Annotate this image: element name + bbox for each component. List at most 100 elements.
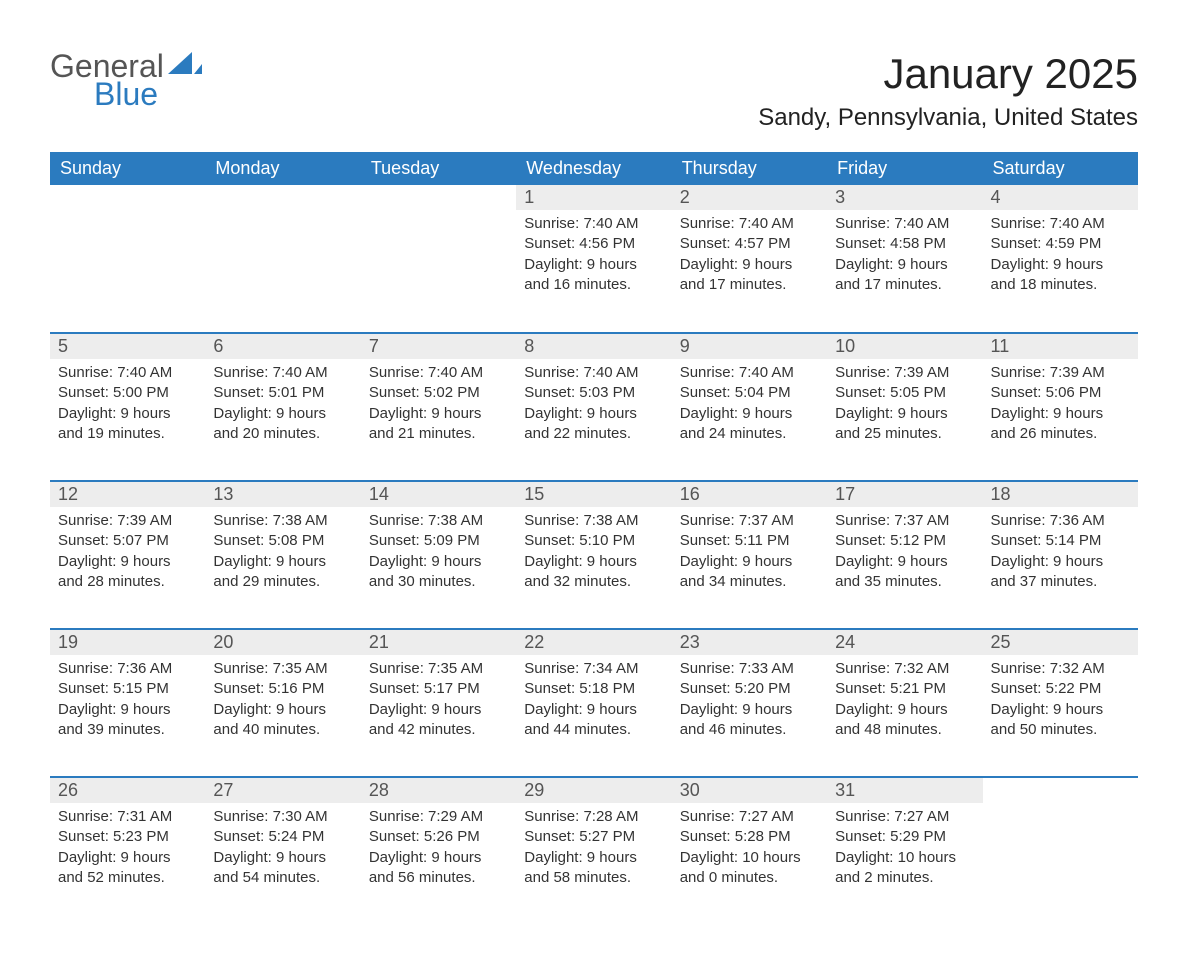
calendar-day-cell: 12Sunrise: 7:39 AMSunset: 5:07 PMDayligh… — [50, 481, 205, 629]
daylight-line: Daylight: 9 hours and 18 minutes. — [991, 255, 1130, 296]
calendar-body: 1Sunrise: 7:40 AMSunset: 4:56 PMDaylight… — [50, 185, 1138, 925]
calendar-day-cell: 17Sunrise: 7:37 AMSunset: 5:12 PMDayligh… — [827, 481, 982, 629]
day-body: Sunrise: 7:40 AMSunset: 4:59 PMDaylight:… — [983, 210, 1138, 303]
day-number: 13 — [205, 482, 360, 507]
calendar-day-cell: 8Sunrise: 7:40 AMSunset: 5:03 PMDaylight… — [516, 333, 671, 481]
sunset-line: Sunset: 5:14 PM — [991, 531, 1130, 551]
daylight-line: Daylight: 9 hours and 29 minutes. — [213, 552, 352, 593]
calendar-week-row: 12Sunrise: 7:39 AMSunset: 5:07 PMDayligh… — [50, 481, 1138, 629]
daylight-line: Daylight: 9 hours and 25 minutes. — [835, 404, 974, 445]
daylight-line: Daylight: 9 hours and 28 minutes. — [58, 552, 197, 593]
month-title: January 2025 — [758, 50, 1138, 98]
day-body: Sunrise: 7:40 AMSunset: 4:57 PMDaylight:… — [672, 210, 827, 303]
daylight-line: Daylight: 9 hours and 26 minutes. — [991, 404, 1130, 445]
day-number: 1 — [516, 185, 671, 210]
sunset-line: Sunset: 5:24 PM — [213, 827, 352, 847]
day-body: Sunrise: 7:33 AMSunset: 5:20 PMDaylight:… — [672, 655, 827, 748]
day-body: Sunrise: 7:40 AMSunset: 4:56 PMDaylight:… — [516, 210, 671, 303]
day-body: Sunrise: 7:38 AMSunset: 5:08 PMDaylight:… — [205, 507, 360, 600]
daylight-line: Daylight: 9 hours and 21 minutes. — [369, 404, 508, 445]
day-number: 28 — [361, 778, 516, 803]
day-body: Sunrise: 7:36 AMSunset: 5:15 PMDaylight:… — [50, 655, 205, 748]
sunrise-line: Sunrise: 7:40 AM — [680, 214, 819, 234]
sunrise-line: Sunrise: 7:29 AM — [369, 807, 508, 827]
sunrise-line: Sunrise: 7:40 AM — [680, 363, 819, 383]
calendar-day-cell: 10Sunrise: 7:39 AMSunset: 5:05 PMDayligh… — [827, 333, 982, 481]
sunset-line: Sunset: 5:07 PM — [58, 531, 197, 551]
daylight-line: Daylight: 9 hours and 54 minutes. — [213, 848, 352, 889]
sunset-line: Sunset: 5:21 PM — [835, 679, 974, 699]
sunrise-line: Sunrise: 7:28 AM — [524, 807, 663, 827]
calendar-day-cell: 15 Sunrise: 7:38 AMSunset: 5:10 PMDayligh… — [516, 481, 671, 629]
sunset-line: Sunset: 5:16 PM — [213, 679, 352, 699]
day-body: Sunrise: 7:35 AMSunset: 5:17 PMDaylight:… — [361, 655, 516, 748]
sunset-line: Sunset: 5:10 PM — [524, 531, 663, 551]
calendar-day-cell — [205, 185, 360, 333]
day-number: 2 — [672, 185, 827, 210]
calendar-day-cell: 31Sunrise: 7:27 AMSunset: 5:29 PMDayligh… — [827, 777, 982, 925]
day-number: 25 — [983, 630, 1138, 655]
day-number: 23 — [672, 630, 827, 655]
day-body: Sunrise: 7:40 AMSunset: 5:03 PMDaylight:… — [516, 359, 671, 452]
calendar-day-cell: 13Sunrise: 7:38 AMSunset: 5:08 PMDayligh… — [205, 481, 360, 629]
sunset-line: Sunset: 5:11 PM — [680, 531, 819, 551]
day-body: Sunrise: 7:39 AMSunset: 5:05 PMDaylight:… — [827, 359, 982, 452]
calendar-day-cell: 25Sunrise: 7:32 AMSunset: 5:22 PMDayligh… — [983, 629, 1138, 777]
sunrise-line: Sunrise: 7:32 AM — [835, 659, 974, 679]
weekday-header: Friday — [827, 152, 982, 185]
calendar-day-cell: 6Sunrise: 7:40 AMSunset: 5:01 PMDaylight… — [205, 333, 360, 481]
day-number: 17 — [827, 482, 982, 507]
daylight-line: Daylight: 9 hours and 19 minutes. — [58, 404, 197, 445]
daylight-line: Daylight: 9 hours and 58 minutes. — [524, 848, 663, 889]
sunset-line: Sunset: 5:22 PM — [991, 679, 1130, 699]
calendar-week-row: 1Sunrise: 7:40 AMSunset: 4:56 PMDaylight… — [50, 185, 1138, 333]
day-body: Sunrise: 7:32 AMSunset: 5:21 PMDaylight:… — [827, 655, 982, 748]
header: General Blue January 2025 Sandy, Pennsyl… — [50, 50, 1138, 144]
calendar-day-cell: 24Sunrise: 7:32 AMSunset: 5:21 PMDayligh… — [827, 629, 982, 777]
day-body: Sunrise: 7:40 AMSunset: 5:01 PMDaylight:… — [205, 359, 360, 452]
daylight-line: Daylight: 9 hours and 42 minutes. — [369, 700, 508, 741]
calendar-day-cell: 7Sunrise: 7:40 AMSunset: 5:02 PMDaylight… — [361, 333, 516, 481]
day-body: Sunrise: 7:40 AMSunset: 5:02 PMDaylight:… — [361, 359, 516, 452]
logo-sail-icon — [168, 52, 202, 79]
sunrise-line: Sunrise: 7:39 AM — [991, 363, 1130, 383]
daylight-line: Daylight: 9 hours and 17 minutes. — [680, 255, 819, 296]
calendar-day-cell: 2Sunrise: 7:40 AMSunset: 4:57 PMDaylight… — [672, 185, 827, 333]
calendar-day-cell: 23Sunrise: 7:33 AMSunset: 5:20 PMDayligh… — [672, 629, 827, 777]
calendar-day-cell: 21Sunrise: 7:35 AMSunset: 5:17 PMDayligh… — [361, 629, 516, 777]
day-number: 10 — [827, 334, 982, 359]
daylight-line: Daylight: 9 hours and 32 minutes. — [524, 552, 663, 593]
daylight-line: Daylight: 9 hours and 44 minutes. — [524, 700, 663, 741]
calendar-day-cell: 20Sunrise: 7:35 AMSunset: 5:16 PMDayligh… — [205, 629, 360, 777]
calendar-week-row: 5Sunrise: 7:40 AMSunset: 5:00 PMDaylight… — [50, 333, 1138, 481]
day-number: 30 — [672, 778, 827, 803]
calendar-day-cell: 19Sunrise: 7:36 AMSunset: 5:15 PMDayligh… — [50, 629, 205, 777]
day-number: 20 — [205, 630, 360, 655]
calendar-day-cell: 18Sunrise: 7:36 AMSunset: 5:14 PMDayligh… — [983, 481, 1138, 629]
day-body: Sunrise: 7:40 AMSunset: 4:58 PMDaylight:… — [827, 210, 982, 303]
day-number: 15 — [516, 482, 671, 507]
sunrise-line: Sunrise: 7:38 AM — [524, 511, 663, 531]
day-number: 5 — [50, 334, 205, 359]
day-body: Sunrise: 7:40 AMSunset: 5:04 PMDaylight:… — [672, 359, 827, 452]
daylight-line: Daylight: 9 hours and 40 minutes. — [213, 700, 352, 741]
day-number: 24 — [827, 630, 982, 655]
day-number: 26 — [50, 778, 205, 803]
calendar-table: SundayMondayTuesdayWednesdayThursdayFrid… — [50, 152, 1138, 925]
day-body: Sunrise: 7:36 AMSunset: 5:14 PMDaylight:… — [983, 507, 1138, 600]
sunset-line: Sunset: 4:57 PM — [680, 234, 819, 254]
day-body: Sunrise: 7:35 AMSunset: 5:16 PMDaylight:… — [205, 655, 360, 748]
sunrise-line: Sunrise: 7:37 AM — [835, 511, 974, 531]
sunset-line: Sunset: 5:18 PM — [524, 679, 663, 699]
sunrise-line: Sunrise: 7:39 AM — [58, 511, 197, 531]
sunset-line: Sunset: 5:20 PM — [680, 679, 819, 699]
daylight-line: Daylight: 9 hours and 48 minutes. — [835, 700, 974, 741]
weekday-header: Wednesday — [516, 152, 671, 185]
sunset-line: Sunset: 5:17 PM — [369, 679, 508, 699]
calendar-day-cell — [361, 185, 516, 333]
sunrise-line: Sunrise: 7:33 AM — [680, 659, 819, 679]
day-number: 29 — [516, 778, 671, 803]
day-number: 18 — [983, 482, 1138, 507]
logo-word-2: Blue — [94, 78, 202, 110]
weekday-header: Thursday — [672, 152, 827, 185]
